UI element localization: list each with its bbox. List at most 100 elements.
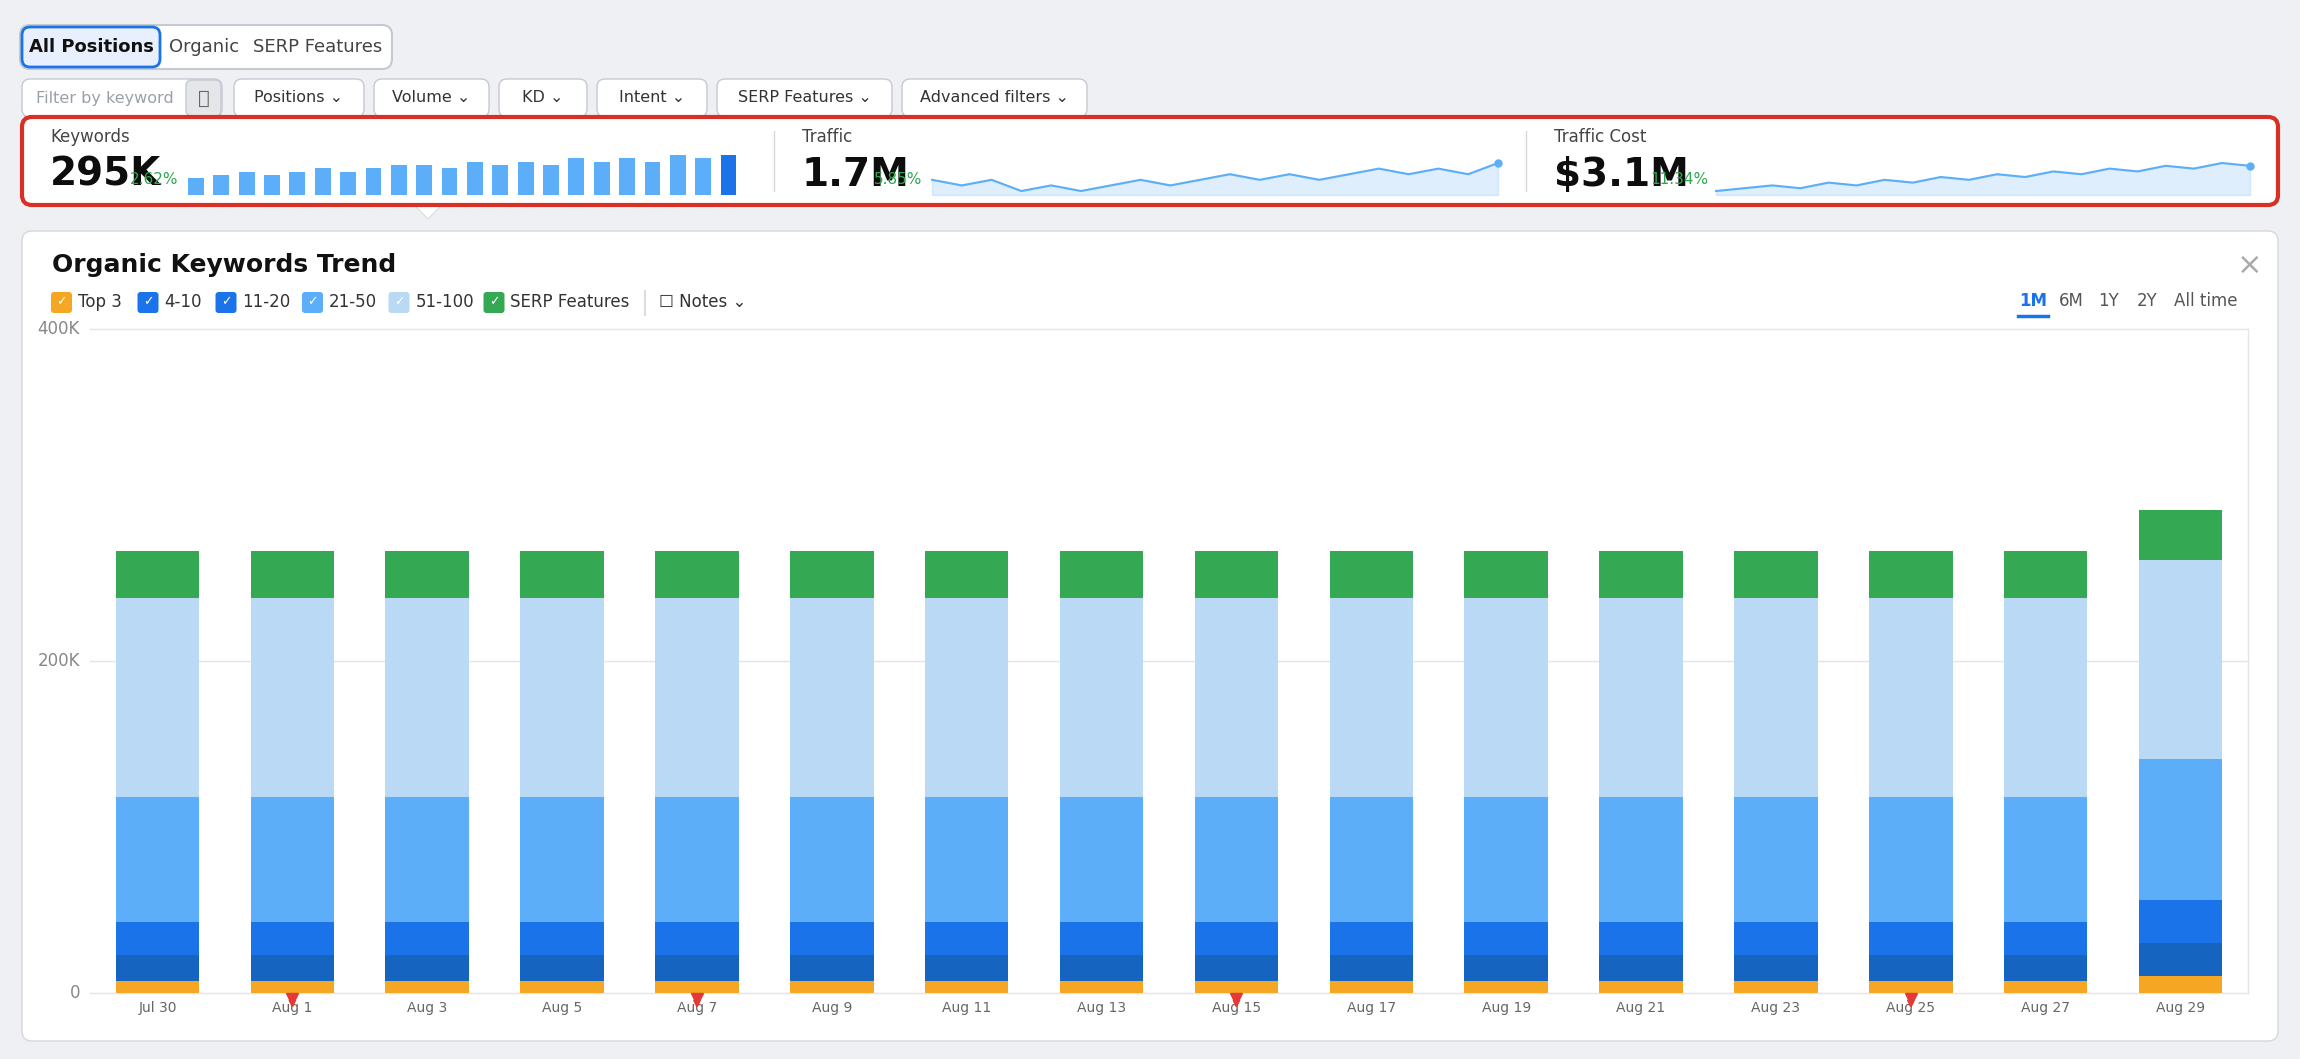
Bar xyxy=(720,155,736,195)
Bar xyxy=(644,162,660,195)
Bar xyxy=(1870,921,1953,955)
Bar xyxy=(251,797,334,921)
Bar xyxy=(2003,797,2088,921)
Text: Aug 9: Aug 9 xyxy=(812,1001,851,1015)
Bar xyxy=(2003,598,2088,797)
Bar xyxy=(568,159,584,195)
Bar xyxy=(1734,921,1817,955)
FancyBboxPatch shape xyxy=(186,80,221,116)
Bar xyxy=(251,982,334,993)
FancyBboxPatch shape xyxy=(23,79,223,116)
Bar xyxy=(520,982,605,993)
Text: 1M: 1M xyxy=(2019,292,2047,310)
Bar xyxy=(656,921,738,955)
Text: 400K: 400K xyxy=(37,320,81,338)
Text: SERP Features: SERP Features xyxy=(253,38,382,56)
Bar xyxy=(340,172,356,195)
Text: SERP Features: SERP Features xyxy=(511,293,630,311)
Bar xyxy=(386,797,469,921)
Bar xyxy=(1194,955,1279,982)
Bar xyxy=(2003,921,2088,955)
Bar xyxy=(593,162,610,195)
Bar xyxy=(1329,797,1412,921)
Text: 5.85%: 5.85% xyxy=(874,173,922,187)
Bar xyxy=(518,162,534,195)
Bar xyxy=(1465,955,1548,982)
Text: ✓: ✓ xyxy=(308,295,317,308)
Text: ✓: ✓ xyxy=(55,295,67,308)
Bar xyxy=(467,162,483,195)
Bar xyxy=(1329,921,1412,955)
Bar xyxy=(789,955,874,982)
Text: Keywords: Keywords xyxy=(51,128,129,146)
Text: Aug 11: Aug 11 xyxy=(943,1001,991,1015)
FancyBboxPatch shape xyxy=(902,79,1088,116)
Bar xyxy=(1598,921,1684,955)
FancyBboxPatch shape xyxy=(375,79,490,116)
Text: Aug 5: Aug 5 xyxy=(543,1001,582,1015)
Bar xyxy=(1870,552,1953,598)
Text: SERP Features ⌄: SERP Features ⌄ xyxy=(738,90,872,106)
Bar xyxy=(386,552,469,598)
Text: Positions ⌄: Positions ⌄ xyxy=(255,90,343,106)
FancyBboxPatch shape xyxy=(235,79,363,116)
Text: ×: × xyxy=(2238,251,2263,280)
Bar xyxy=(543,165,559,195)
Text: Aug 21: Aug 21 xyxy=(1617,1001,1665,1015)
FancyBboxPatch shape xyxy=(598,79,706,116)
Text: 6M: 6M xyxy=(2058,292,2084,310)
Bar xyxy=(1329,598,1412,797)
Bar xyxy=(520,921,605,955)
Bar xyxy=(656,598,738,797)
Text: Aug 23: Aug 23 xyxy=(1750,1001,1801,1015)
Bar xyxy=(925,921,1007,955)
FancyBboxPatch shape xyxy=(51,292,71,313)
FancyBboxPatch shape xyxy=(483,292,504,313)
Bar xyxy=(189,178,205,195)
Polygon shape xyxy=(414,205,442,219)
Bar xyxy=(520,797,605,921)
Bar xyxy=(619,159,635,195)
Text: Traffic Cost: Traffic Cost xyxy=(1555,128,1647,146)
Bar xyxy=(1194,982,1279,993)
Text: Aug 29: Aug 29 xyxy=(2155,1001,2206,1015)
Bar xyxy=(1465,797,1548,921)
Bar xyxy=(656,955,738,982)
Text: Aug 15: Aug 15 xyxy=(1212,1001,1260,1015)
Bar xyxy=(656,797,738,921)
Bar xyxy=(789,982,874,993)
Text: Advanced filters ⌄: Advanced filters ⌄ xyxy=(920,90,1070,106)
FancyBboxPatch shape xyxy=(718,79,892,116)
Text: All Positions: All Positions xyxy=(28,38,154,56)
Bar xyxy=(251,955,334,982)
Bar xyxy=(1870,598,1953,797)
Bar xyxy=(1465,921,1548,955)
Bar xyxy=(2139,759,2222,900)
FancyBboxPatch shape xyxy=(23,26,161,67)
FancyBboxPatch shape xyxy=(389,292,409,313)
Text: Volume ⌄: Volume ⌄ xyxy=(393,90,471,106)
Bar xyxy=(1194,598,1279,797)
Text: $3.1M: $3.1M xyxy=(1555,156,1688,194)
Bar xyxy=(1734,598,1817,797)
Bar xyxy=(1598,552,1684,598)
Bar xyxy=(115,955,200,982)
Bar xyxy=(2003,552,2088,598)
Bar xyxy=(1870,982,1953,993)
Text: Aug 19: Aug 19 xyxy=(1481,1001,1532,1015)
Bar xyxy=(115,797,200,921)
Bar xyxy=(1465,552,1548,598)
Bar xyxy=(214,175,230,195)
Text: All time: All time xyxy=(2174,292,2238,310)
Bar xyxy=(2139,976,2222,993)
Text: 2Y: 2Y xyxy=(2137,292,2157,310)
Bar xyxy=(789,921,874,955)
Bar xyxy=(251,921,334,955)
Bar xyxy=(115,552,200,598)
Bar xyxy=(239,172,255,195)
Bar xyxy=(2139,560,2222,759)
Text: Aug 1: Aug 1 xyxy=(271,1001,313,1015)
Bar xyxy=(115,982,200,993)
Bar xyxy=(1060,982,1143,993)
Text: ✓: ✓ xyxy=(143,295,154,308)
